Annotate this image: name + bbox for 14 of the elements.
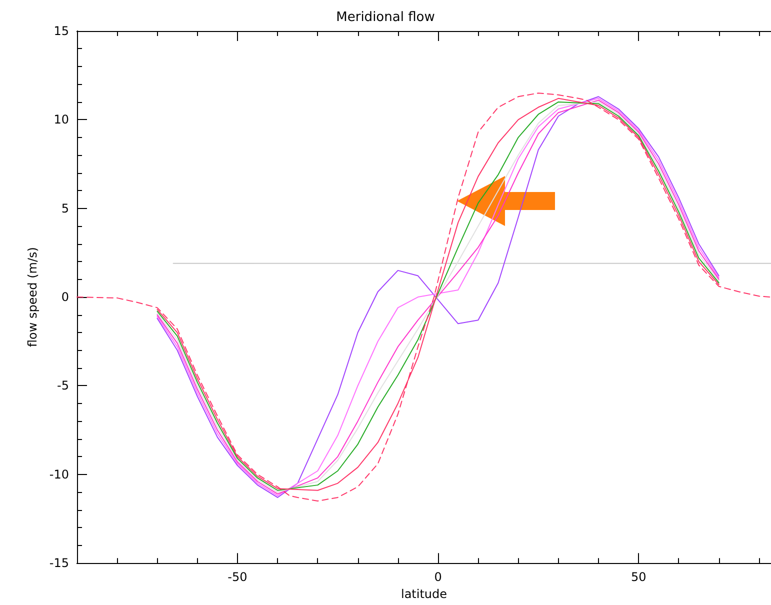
x-tick-label: 50	[630, 570, 646, 584]
y-tick-label: 0	[61, 290, 69, 304]
x-axis-title: latitude	[400, 587, 448, 601]
y-tick-label: -10	[49, 467, 69, 482]
y-tick-label: 5	[61, 201, 69, 216]
y-tick-label: 15	[54, 24, 69, 38]
line-series	[76, 92, 771, 502]
y-tick-label: -15	[49, 556, 69, 570]
y-axis-title: flow speed (m/s)	[26, 247, 40, 348]
chart-title: Meridional flow	[336, 10, 436, 25]
y-tick-label: -5	[57, 378, 69, 393]
x-tick-label: -50	[228, 570, 248, 584]
x-tick-label: 0	[434, 570, 442, 584]
y-tick-label: 10	[54, 112, 69, 127]
